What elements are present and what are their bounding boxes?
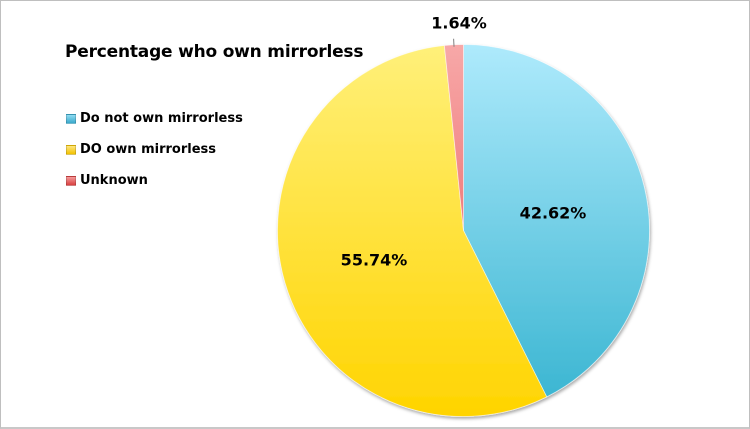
chart-title: Percentage who own mirrorless xyxy=(65,42,364,62)
legend-item-unknown: Unknown xyxy=(66,165,243,196)
legend-item-not-own: Do not own mirrorless xyxy=(66,103,243,134)
legend-swatch-yellow-icon xyxy=(66,144,76,155)
pie-slice-not-own xyxy=(463,44,650,398)
legend-swatch-red-icon xyxy=(66,175,76,186)
pie-slice-own xyxy=(277,45,548,417)
legend-label: Unknown xyxy=(80,173,148,188)
legend-item-own: DO own mirrorless xyxy=(66,134,243,165)
slice-label-not-own: 42.62% xyxy=(519,203,587,223)
slice-label-own: 55.74% xyxy=(340,250,408,270)
legend-label: DO own mirrorless xyxy=(80,142,217,157)
slice-label-unknown: 1.64% xyxy=(431,13,487,33)
legend-swatch-blue-icon xyxy=(66,113,76,124)
legend: Do not own mirrorless DO own mirrorless … xyxy=(66,103,243,196)
legend-label: Do not own mirrorless xyxy=(80,111,243,126)
